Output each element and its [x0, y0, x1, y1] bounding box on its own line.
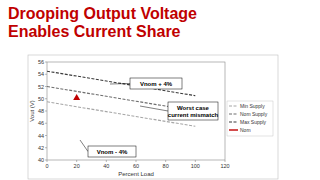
- annotation: Vnom - 4%: [97, 149, 128, 155]
- legend-label: Nom: [240, 127, 251, 133]
- annotation-arrow: [80, 140, 88, 152]
- legend-label: Max Supply: [240, 119, 267, 125]
- y-tick-label: 52: [38, 84, 44, 90]
- x-tick-label: 80: [163, 163, 169, 169]
- annotation-box: [130, 78, 182, 89]
- x-tick: [47, 160, 48, 162]
- x-tick: [225, 160, 226, 162]
- legend-label: Nom Supply: [240, 111, 268, 117]
- title-line: Drooping Output Voltage: [8, 5, 197, 22]
- annotation-line: current mismatch: [168, 112, 219, 118]
- y-tick: [45, 111, 47, 112]
- y-tick-label: 42: [38, 145, 44, 151]
- x-tick: [106, 160, 107, 162]
- y-tick-label: 48: [38, 108, 44, 114]
- y-tick: [45, 62, 47, 63]
- y-tick: [45, 147, 47, 148]
- x-label: Percent Load: [118, 171, 154, 177]
- annotation: Worst casecurrent mismatch: [168, 105, 219, 118]
- annotation-line: Worst case: [177, 105, 210, 111]
- y-tick-label: 56: [38, 59, 44, 65]
- y-tick-label: 46: [38, 120, 44, 126]
- y-tick: [45, 86, 47, 87]
- x-tick: [195, 160, 196, 162]
- y-tick: [45, 98, 47, 99]
- x-tick-label: 40: [103, 163, 109, 169]
- series-line: [47, 71, 195, 96]
- legend-box: [227, 101, 273, 136]
- annotation-box: [88, 146, 136, 157]
- x-tick: [76, 160, 77, 162]
- legend-label: Min Supply: [240, 103, 265, 109]
- annotation-arrow: [140, 106, 168, 111]
- x-tick: [136, 160, 137, 162]
- x-tick: [165, 160, 166, 162]
- point: [73, 94, 80, 100]
- x-tick-label: 0: [45, 163, 48, 169]
- plot-frame: [47, 62, 225, 160]
- annotation-box: [168, 102, 218, 120]
- annotation: Vnom + 4%: [140, 81, 173, 87]
- y-tick-label: 44: [38, 133, 44, 139]
- x-tick-label: 100: [191, 163, 200, 169]
- y-tick: [45, 135, 47, 136]
- title-line: Enables Current Share: [8, 23, 181, 40]
- title: Drooping Output VoltageEnables Current S…: [8, 5, 197, 40]
- legend-swatch: [229, 129, 238, 130]
- x-tick-label: 20: [74, 163, 80, 169]
- annotation-arrow: [110, 83, 130, 85]
- y-tick-label: 50: [38, 96, 44, 102]
- x-tick-label: 60: [133, 163, 139, 169]
- legend-swatch: [229, 113, 238, 114]
- legend-swatch: [229, 105, 238, 106]
- y-tick-label: 40: [38, 157, 44, 163]
- y-tick-label: 54: [38, 71, 44, 77]
- y-tick: [45, 123, 47, 124]
- slide: Drooping Output VoltageEnables Current S…: [0, 0, 320, 180]
- legend-swatch: [229, 121, 238, 122]
- y-tick: [45, 74, 47, 75]
- y-label: Vout (V): [29, 100, 35, 122]
- x-tick-label: 120: [220, 163, 229, 169]
- chart-area: [28, 55, 278, 179]
